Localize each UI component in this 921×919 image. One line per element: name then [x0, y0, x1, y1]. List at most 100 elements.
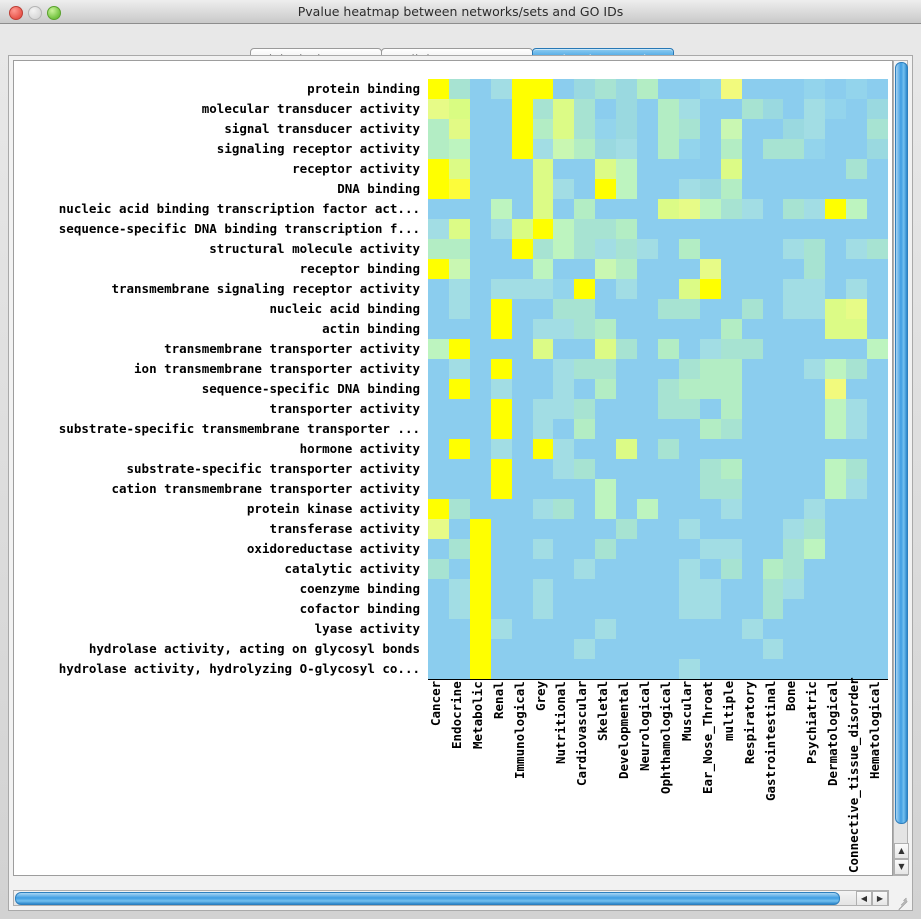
heatmap-cell[interactable] [553, 419, 575, 439]
heatmap-cell[interactable] [532, 319, 554, 339]
heatmap-cell[interactable] [448, 579, 470, 599]
heatmap-cell[interactable] [616, 499, 638, 519]
heatmap-cell[interactable] [553, 339, 575, 359]
heatmap-cell[interactable] [825, 479, 847, 499]
heatmap-cell[interactable] [616, 99, 638, 119]
heatmap-cell[interactable] [490, 599, 512, 619]
heatmap-cell[interactable] [867, 459, 888, 479]
heatmap-cell[interactable] [825, 319, 847, 339]
heatmap-cell[interactable] [595, 399, 617, 419]
heatmap-cell[interactable] [428, 199, 449, 219]
heatmap-cell[interactable] [511, 299, 533, 319]
heatmap-cell[interactable] [511, 479, 533, 499]
heatmap-cell[interactable] [428, 519, 449, 539]
heatmap-cell[interactable] [678, 319, 700, 339]
heatmap-cell[interactable] [657, 119, 679, 139]
heatmap-cell[interactable] [825, 119, 847, 139]
heatmap-cell[interactable] [783, 99, 805, 119]
heatmap-cell[interactable] [469, 439, 491, 459]
heatmap-cell[interactable] [678, 459, 700, 479]
heatmap-cell[interactable] [699, 259, 721, 279]
heatmap-cell[interactable] [867, 379, 888, 399]
heatmap-cell[interactable] [657, 559, 679, 579]
heatmap-cell[interactable] [657, 399, 679, 419]
heatmap-cell[interactable] [678, 519, 700, 539]
heatmap-cell[interactable] [574, 639, 596, 659]
heatmap-cell[interactable] [428, 579, 449, 599]
heatmap-cell[interactable] [490, 299, 512, 319]
heatmap-cell[interactable] [741, 499, 763, 519]
heatmap-cell[interactable] [825, 599, 847, 619]
heatmap-cell[interactable] [846, 199, 868, 219]
heatmap-cell[interactable] [469, 139, 491, 159]
heatmap-cell[interactable] [511, 319, 533, 339]
heatmap-cell[interactable] [783, 599, 805, 619]
heatmap-cell[interactable] [804, 379, 826, 399]
heatmap-cell[interactable] [595, 659, 617, 679]
heatmap-cell[interactable] [762, 659, 784, 679]
heatmap-cell[interactable] [637, 239, 658, 259]
heatmap-cell[interactable] [825, 279, 847, 299]
heatmap-cell[interactable] [783, 119, 805, 139]
heatmap-cell[interactable] [616, 279, 638, 299]
heatmap-cell[interactable] [637, 579, 658, 599]
heatmap-cell[interactable] [762, 79, 784, 99]
heatmap-cell[interactable] [574, 499, 596, 519]
heatmap-cell[interactable] [804, 179, 826, 199]
heatmap-cell[interactable] [553, 639, 575, 659]
heatmap-cell[interactable] [741, 99, 763, 119]
minimize-window-button[interactable] [28, 6, 42, 20]
heatmap-cell[interactable] [574, 359, 596, 379]
heatmap-cell[interactable] [511, 459, 533, 479]
heatmap-cell[interactable] [678, 219, 700, 239]
heatmap-cell[interactable] [428, 659, 449, 679]
heatmap-cell[interactable] [511, 499, 533, 519]
heatmap-cell[interactable] [574, 299, 596, 319]
heatmap-cell[interactable] [720, 319, 742, 339]
heatmap-cell[interactable] [448, 359, 470, 379]
heatmap-cell[interactable] [867, 159, 888, 179]
heatmap-cell[interactable] [846, 519, 868, 539]
heatmap-cell[interactable] [846, 379, 868, 399]
heatmap-cell[interactable] [678, 159, 700, 179]
heatmap-cell[interactable] [553, 579, 575, 599]
resize-grip-icon[interactable] [896, 894, 910, 911]
heatmap-cell[interactable] [616, 539, 638, 559]
heatmap-cell[interactable] [616, 439, 638, 459]
heatmap-cell[interactable] [448, 99, 470, 119]
heatmap-cell[interactable] [511, 519, 533, 539]
heatmap-cell[interactable] [825, 519, 847, 539]
heatmap-cell[interactable] [657, 79, 679, 99]
heatmap-cell[interactable] [867, 299, 888, 319]
heatmap-cell[interactable] [867, 359, 888, 379]
heatmap-cell[interactable] [637, 639, 658, 659]
heatmap-cell[interactable] [469, 399, 491, 419]
heatmap-cell[interactable] [469, 159, 491, 179]
horizontal-scrollbar[interactable]: ◀ ▶ [13, 890, 889, 906]
heatmap-cell[interactable] [762, 179, 784, 199]
heatmap-cell[interactable] [783, 379, 805, 399]
heatmap-cell[interactable] [657, 519, 679, 539]
heatmap-cell[interactable] [720, 639, 742, 659]
heatmap-cell[interactable] [825, 639, 847, 659]
heatmap-cell[interactable] [825, 539, 847, 559]
heatmap-cell[interactable] [657, 159, 679, 179]
heatmap-cell[interactable] [553, 599, 575, 619]
heatmap-cell[interactable] [428, 639, 449, 659]
heatmap-cell[interactable] [553, 539, 575, 559]
heatmap-cell[interactable] [741, 199, 763, 219]
heatmap-cell[interactable] [741, 619, 763, 639]
heatmap-cell[interactable] [616, 259, 638, 279]
heatmap-cell[interactable] [846, 579, 868, 599]
heatmap-cell[interactable] [511, 539, 533, 559]
heatmap-cell[interactable] [741, 439, 763, 459]
heatmap-cell[interactable] [804, 639, 826, 659]
heatmap-cell[interactable] [428, 339, 449, 359]
heatmap-cell[interactable] [867, 219, 888, 239]
heatmap-cell[interactable] [720, 599, 742, 619]
heatmap-cell[interactable] [637, 619, 658, 639]
heatmap-cell[interactable] [720, 479, 742, 499]
heatmap-cell[interactable] [846, 659, 868, 679]
heatmap-cell[interactable] [490, 399, 512, 419]
heatmap-cell[interactable] [741, 599, 763, 619]
